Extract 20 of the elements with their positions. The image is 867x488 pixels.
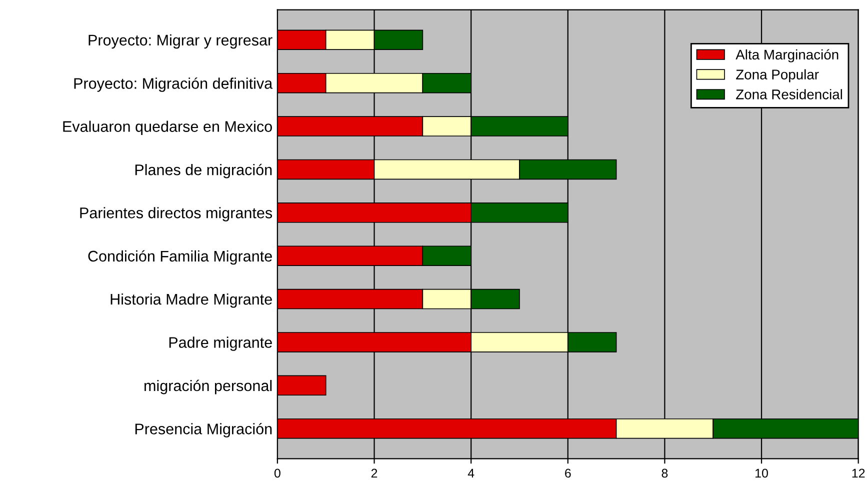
legend-label: Zona Popular	[736, 69, 819, 82]
legend-label: Zona Residencial	[736, 89, 842, 100]
y-tick-label: Parientes directos migrantes	[80, 207, 272, 222]
x-tick-label: 6	[565, 468, 571, 478]
y-tick-label: Evaluaron quedarse en Mexico	[63, 120, 272, 135]
y-tick-label: Condición Familia Migrante	[88, 250, 272, 265]
x-tick-label: 4	[468, 468, 474, 478]
legend-label: Alta Marginación	[736, 49, 838, 62]
y-tick-label: Presencia Migración	[135, 422, 272, 438]
y-tick-label: Planes de migración	[135, 164, 272, 178]
y-tick-label: migración personal	[144, 380, 272, 394]
y-tick-label: Padre migrante	[169, 336, 272, 351]
y-tick-label: Historia Madre Migrante	[110, 293, 272, 308]
x-tick-label: 0	[274, 468, 280, 478]
x-tick-label: 10	[756, 468, 768, 478]
x-tick-label: 2	[371, 468, 378, 478]
x-tick-label: 8	[662, 468, 668, 478]
x-tick-label: 12	[852, 468, 865, 478]
y-tick-label: Proyecto: Migrar y regresar	[88, 34, 272, 49]
y-tick-label: Proyecto: Migración definitiva	[74, 77, 273, 92]
